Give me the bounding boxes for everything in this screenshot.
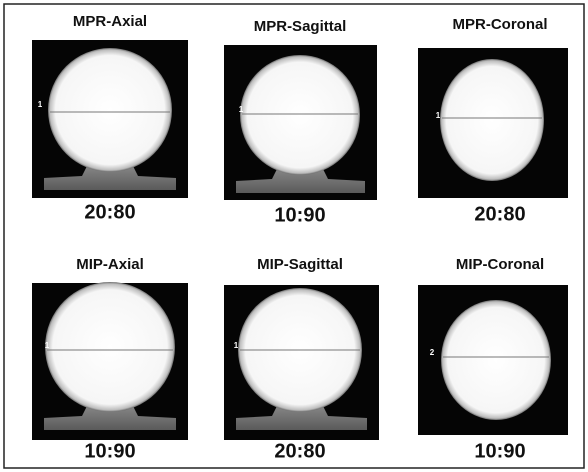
measure-marker: 1 (239, 105, 244, 114)
panel-title: MPR-Sagittal (254, 18, 347, 35)
phantom-sphere (240, 55, 360, 175)
ratio-label: 10:90 (84, 440, 135, 462)
ratio-label: 10:90 (274, 204, 325, 226)
panel-title: MIP-Coronal (456, 256, 544, 273)
phantom-sphere (440, 59, 544, 181)
ratio-label: 20:80 (474, 203, 525, 225)
figure: MPR-Axial 1 20:80 MPR-Sagittal 1 10:90 MPR-Cor… (0, 0, 588, 472)
ratio-label: 20:80 (274, 440, 325, 462)
measure-marker: 2 (430, 348, 435, 357)
ratio-label: 20:80 (84, 201, 135, 223)
measure-marker: 1 (38, 100, 43, 109)
phantom-sphere (48, 48, 172, 172)
panel-title: MIP-Sagittal (257, 256, 343, 273)
phantom-sphere (441, 300, 551, 420)
panel-title: MPR-Coronal (453, 16, 548, 33)
panel-title: MPR-Axial (73, 13, 147, 30)
phantom-sphere (45, 282, 175, 412)
measure-marker: 1 (45, 341, 50, 350)
panel-title: MIP-Axial (76, 256, 144, 273)
measure-marker: 1 (436, 111, 441, 120)
measure-marker: 1 (234, 341, 239, 350)
ratio-label: 10:90 (474, 440, 525, 462)
